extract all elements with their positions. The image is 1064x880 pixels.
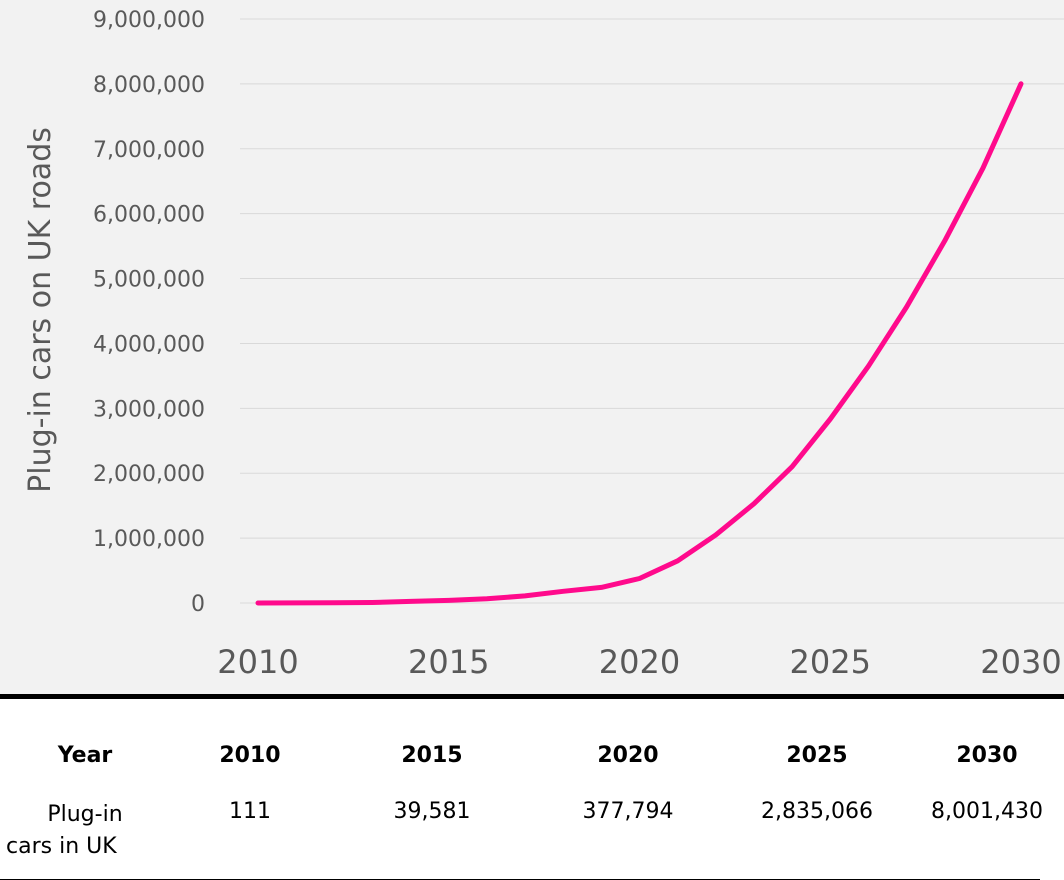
x-tick-label: 2015 <box>408 643 489 681</box>
table-header-year: 2020 <box>597 743 659 768</box>
data-point <box>906 306 908 308</box>
data-point <box>448 599 450 601</box>
line-chart: 0 1,000,000 2,000,000 3,000,000 4,000,000 5,0… <box>0 0 1064 694</box>
data-point <box>524 595 526 597</box>
data-point <box>677 560 679 562</box>
data-point <box>295 602 297 604</box>
y-axis-label: Plug-in cars on UK roads <box>23 127 58 493</box>
table-row-label-line1: Plug-in <box>47 802 123 827</box>
y-tick-label: 5,000,000 <box>93 268 205 293</box>
y-tick-label: 8,000,000 <box>93 73 205 98</box>
y-tick-label: 1,000,000 <box>93 527 205 552</box>
y-tick-label: 0 <box>191 592 205 617</box>
data-point <box>829 418 831 420</box>
table-row-label: Plug-in cars in UK <box>0 799 170 863</box>
y-tick-label: 3,000,000 <box>93 397 205 422</box>
table-header-label: Year <box>57 743 113 768</box>
data-point <box>600 586 602 588</box>
data-point <box>944 240 946 242</box>
x-tick-label: 2030 <box>980 643 1061 681</box>
data-point <box>1020 83 1022 85</box>
table-cell-value: 39,581 <box>393 799 471 824</box>
y-tick-label: 4,000,000 <box>93 332 205 357</box>
data-point <box>257 602 259 604</box>
data-point <box>371 602 373 604</box>
table-header-year: 2025 <box>786 743 848 768</box>
data-point <box>867 365 869 367</box>
chart-panel: 0 1,000,000 2,000,000 3,000,000 4,000,000 5,0… <box>0 0 1064 694</box>
y-tick-label: 7,000,000 <box>93 138 205 163</box>
table-row-label-line2: cars in UK <box>6 834 117 859</box>
x-tick-label: 2025 <box>790 643 871 681</box>
data-point <box>486 598 488 600</box>
y-tick-label: 9,000,000 <box>93 8 205 33</box>
data-table: Year 2010 2015 2020 2025 2030 Plug-in ca… <box>0 694 1064 880</box>
chart-background <box>0 0 1064 694</box>
table-cell-value: 111 <box>229 799 271 824</box>
y-tick-label: 6,000,000 <box>93 203 205 228</box>
data-point <box>562 590 564 592</box>
x-tick-label: 2020 <box>599 643 680 681</box>
table-cell-value: 8,001,430 <box>931 799 1043 824</box>
x-tick-label: 2010 <box>217 643 298 681</box>
data-point <box>982 167 984 169</box>
data-point <box>639 577 640 579</box>
y-tick-label: 2,000,000 <box>93 462 205 487</box>
data-point <box>410 600 412 602</box>
data-point <box>715 534 717 536</box>
table-header-year: 2015 <box>401 743 463 768</box>
table-header-year: 2010 <box>219 743 281 768</box>
table-cell-value: 377,794 <box>582 799 674 824</box>
data-point <box>333 602 335 604</box>
data-point <box>753 503 755 505</box>
table-cell-value: 2,835,066 <box>761 799 873 824</box>
data-point <box>791 466 793 468</box>
table-header-year: 2030 <box>956 743 1018 768</box>
